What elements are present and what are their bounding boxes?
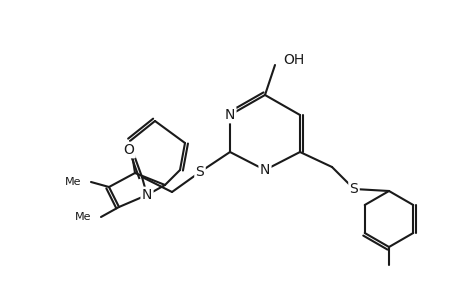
Text: N: N (224, 108, 235, 122)
Text: Me: Me (74, 212, 91, 222)
Text: N: N (259, 163, 269, 177)
Text: OH: OH (282, 53, 303, 67)
Text: S: S (195, 165, 204, 179)
Text: S: S (349, 182, 358, 196)
Text: N: N (141, 188, 152, 202)
Text: Me: Me (64, 177, 81, 187)
Text: O: O (123, 143, 134, 157)
